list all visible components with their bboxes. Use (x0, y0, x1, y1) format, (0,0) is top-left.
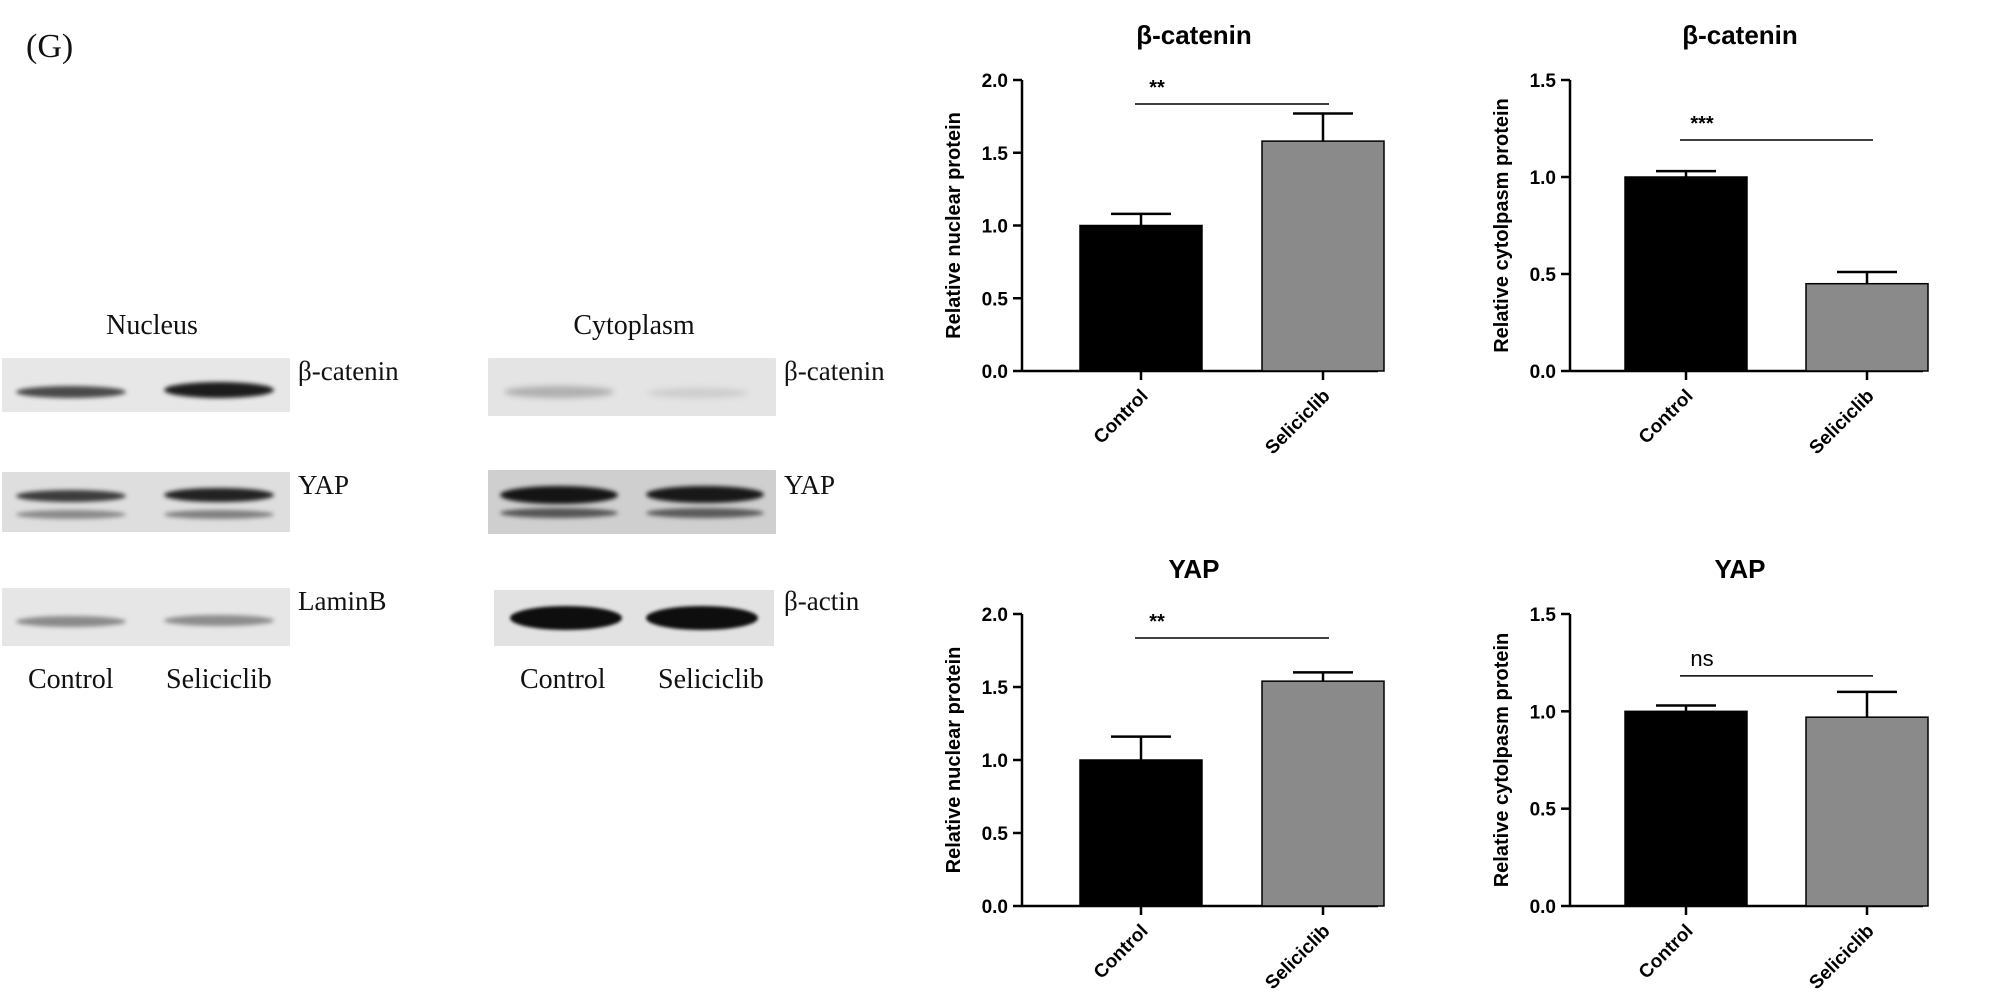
cytoplasm-yap-strip (488, 470, 776, 534)
cytoplasm-beta-actin-strip (494, 590, 774, 646)
bar-control (1079, 759, 1203, 907)
bar-seliciclib (1805, 716, 1929, 907)
cytoplasm-title: Cytoplasm (573, 310, 695, 341)
nucleus-lane-label: Control (28, 664, 114, 695)
blot-band (164, 615, 274, 626)
bar-seliciclib (1805, 282, 1929, 372)
nucleus-beta-catenin-strip (2, 358, 290, 412)
nucleus-laminb-strip (2, 588, 290, 646)
nucleus-row-label: YAP (298, 470, 350, 500)
blot-band (646, 486, 764, 503)
blot-band (16, 510, 126, 519)
significance-label: *** (1690, 113, 1714, 135)
chart-title: YAP (1168, 554, 1219, 584)
blot-band (646, 508, 764, 518)
chart-title: β-catenin (1682, 20, 1798, 50)
y-tick-label: 1.0 (982, 217, 1008, 238)
x-tick-label: Seliciclib (1805, 386, 1878, 459)
y-tick-label: 0.0 (982, 897, 1008, 918)
y-tick-label: 0.0 (1530, 362, 1556, 383)
x-tick-label: Control (1090, 921, 1153, 984)
bar-control (1624, 176, 1748, 372)
nucleus-row-label: β-catenin (298, 356, 399, 386)
nucleus-title: Nucleus (106, 310, 198, 341)
nucleus-yap-strip (2, 472, 290, 532)
blot-band (164, 510, 274, 519)
y-tick-label: 1.0 (1530, 168, 1556, 189)
y-tick-label: 2.0 (982, 605, 1008, 626)
bar-control (1624, 710, 1748, 907)
y-axis-label: Relative cytolpasm protein (1491, 633, 1513, 888)
significance-label: ** (1149, 77, 1165, 99)
y-axis-label: Relative nuclear protein (943, 647, 965, 874)
significance-label: ** (1149, 611, 1165, 633)
x-tick-label: Seliciclib (1261, 386, 1334, 459)
blot-band (510, 606, 622, 630)
x-tick-label: Seliciclib (1805, 921, 1878, 994)
y-tick-label: 0.5 (1530, 265, 1557, 286)
y-tick-label: 1.5 (1530, 605, 1557, 626)
x-tick-label: Control (1635, 386, 1698, 449)
bar-seliciclib (1261, 680, 1385, 907)
cytoplasm-row-label: β-catenin (784, 356, 885, 386)
blot-band (500, 486, 618, 504)
cytoplasm-beta-catenin-strip (488, 358, 776, 416)
y-tick-label: 2.0 (982, 71, 1008, 92)
chart-title: YAP (1714, 554, 1765, 584)
y-axis-label: Relative cytolpasm protein (1491, 98, 1513, 353)
cytoplasm-lane-label: Control (520, 664, 606, 695)
cytoplasm-lane-label: Seliciclib (658, 664, 764, 695)
x-tick-label: Seliciclib (1261, 921, 1334, 994)
chart-2: β-catenin Relative cytolpasm protein 0.0 0.… (1491, 20, 1929, 459)
y-tick-label: 0.0 (982, 362, 1008, 383)
x-tick-label: Control (1090, 386, 1153, 449)
blot-band (648, 388, 748, 398)
blot-band (16, 490, 126, 502)
y-tick-label: 1.0 (1530, 702, 1556, 723)
y-tick-label: 1.5 (982, 144, 1009, 165)
y-tick-label: 1.5 (1530, 71, 1557, 92)
y-tick-label: 0.5 (1530, 800, 1557, 821)
cytoplasm-row-label: β-actin (784, 586, 860, 616)
bar-control (1079, 224, 1203, 372)
y-tick-label: 0.5 (982, 824, 1009, 845)
cytoplasm-row-label: YAP (784, 470, 836, 500)
blot-band (164, 382, 274, 398)
chart-4: YAP Relative cytolpasm protein 0.0 0.5 1.0 1.… (1491, 554, 1929, 994)
nucleus-row-label: LaminB (298, 586, 387, 616)
blot-band (16, 386, 126, 398)
y-tick-label: 1.0 (982, 751, 1008, 772)
chart-title: β-catenin (1136, 20, 1252, 50)
blot-band (164, 488, 274, 502)
nucleus-lane-label: Seliciclib (166, 664, 272, 695)
significance-label: ns (1690, 646, 1713, 671)
y-tick-label: 0.5 (982, 289, 1009, 310)
panel-label: (G) (26, 28, 74, 65)
bar-seliciclib (1261, 140, 1385, 372)
blot-band (500, 508, 618, 518)
y-axis-label: Relative nuclear protein (943, 112, 965, 339)
chart-3: YAP Relative nuclear protein 0.0 0.5 1.0 1.5 2… (943, 554, 1385, 994)
blot-band (646, 606, 758, 630)
y-tick-label: 1.5 (982, 678, 1009, 699)
x-tick-label: Control (1635, 921, 1698, 984)
blot-band (504, 386, 614, 398)
y-tick-label: 0.0 (1530, 897, 1556, 918)
blot-band (16, 616, 126, 627)
chart-1: β-catenin Relative nuclear protein 0.0 0.5 1… (943, 20, 1385, 459)
